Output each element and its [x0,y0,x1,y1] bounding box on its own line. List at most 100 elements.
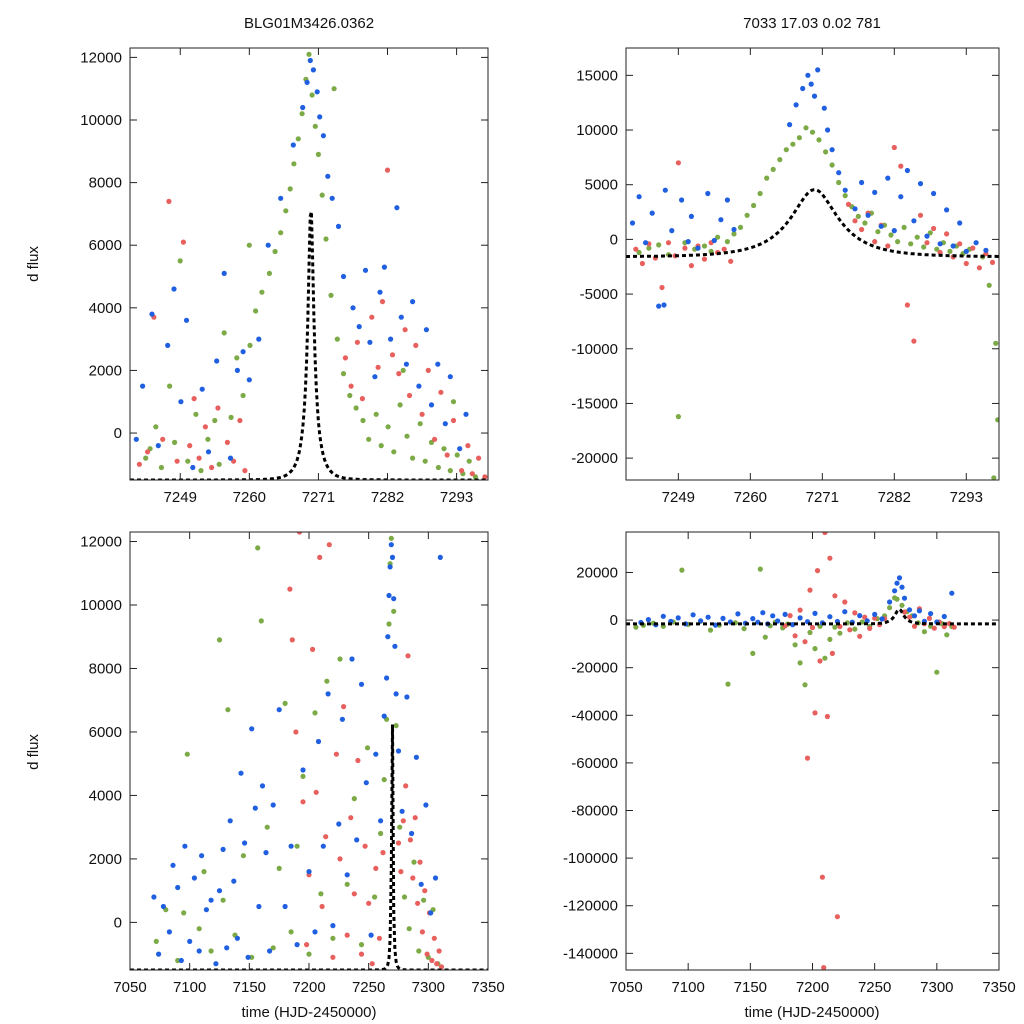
data-point-green [417,421,423,427]
data-point-red [348,815,354,821]
data-point-green [264,824,270,830]
y-tick-label: 2000 [89,851,122,868]
x-tick-label: 7350 [471,979,504,996]
data-point-blue [899,584,905,590]
data-point-blue [288,843,294,849]
data-point-blue [208,897,214,903]
data-point-green [205,436,211,442]
data-point-red [819,874,825,880]
data-point-red [187,443,193,449]
data-point-red [406,392,413,399]
data-point-green [324,678,330,684]
data-point-blue [896,575,903,581]
y-tick-label: -60000 [571,755,618,772]
data-point-green [318,891,324,897]
data-point-blue [213,961,219,967]
data-point-blue [392,643,398,649]
data-point-blue [394,205,400,211]
data-point-red [898,163,904,169]
data-point-green [330,935,336,941]
data-point-blue [389,554,396,560]
data-point-blue [224,945,230,951]
data-point-green [397,824,403,830]
data-point-red [682,245,688,251]
data-point-blue [378,818,384,824]
data-point-green [895,239,901,245]
data-point-blue [368,932,374,938]
data-point-green [927,230,933,236]
data-point-blue [649,210,655,216]
data-point-blue [423,802,429,808]
data-point-green [319,192,325,198]
x-tick-label: 7250 [858,979,891,996]
data-point-green [391,608,397,614]
data-point-red [431,935,437,941]
plot-frame [129,47,489,481]
data-point-red [209,464,215,471]
y-tick-label: 0 [114,425,122,442]
x-tick-label: 7100 [671,979,704,996]
y-tick-label: -140000 [563,945,618,962]
data-point-red [847,627,853,633]
y-tick-label: 8000 [89,175,122,192]
data-point-blue [149,311,155,317]
data-point-red [842,599,848,605]
data-point-blue [203,907,209,913]
data-point-blue [901,595,908,601]
data-point-green [295,136,301,142]
data-point-red [787,613,793,619]
data-point-green [378,443,384,449]
data-point-blue [808,81,814,87]
data-point-green [751,202,757,209]
data-point-blue [864,618,870,624]
data-point-blue [191,875,197,881]
data-point-blue [409,830,415,837]
data-point-red [482,474,488,480]
data-point-green [947,248,953,254]
data-point-blue [304,79,310,85]
data-point-green [934,669,940,675]
data-point-green [401,894,408,900]
panel-top-right: 7033 17.03 0.02 781 7249 7260 7271 7282 7293… [571,15,1000,506]
data-point-red [376,935,382,941]
data-point-red [403,783,409,789]
data-point-blue [418,881,424,887]
data-point-blue [711,237,717,244]
data-point-blue [388,336,394,342]
data-point-red [970,245,976,251]
data-point-green [802,682,808,688]
data-point-blue [386,592,392,599]
data-point-blue [720,615,726,621]
data-point-green [796,135,802,141]
data-point-blue [735,611,741,617]
data-point-red [792,633,798,639]
data-point-red [344,932,350,938]
data-point-red [917,212,924,218]
data-point-blue [950,243,956,249]
data-point-red [354,339,360,345]
y-tick-label: -100000 [563,850,618,867]
data-point-blue [404,694,410,700]
data-point-red [633,246,639,252]
data-point-red [358,951,365,957]
data-point-green [715,234,721,240]
data-point-green [358,942,365,948]
data-point-blue [805,72,811,78]
data-point-red [300,799,306,805]
data-point-blue [416,383,422,389]
data-point-green [852,626,858,632]
data-point-red [885,243,891,249]
data-point-green [416,948,422,954]
data-point-blue [963,248,969,254]
data-point-blue [290,142,296,148]
data-point-blue [906,607,913,613]
data-point-green [822,655,828,661]
data-point-blue [949,590,955,596]
data-point-green [220,897,226,903]
data-point-green [378,830,384,837]
y-tick-label: 12000 [80,49,122,66]
data-point-green [315,151,321,157]
data-point-green [862,220,868,226]
y-tick-label: 0 [610,612,618,629]
data-point-green [201,869,207,875]
